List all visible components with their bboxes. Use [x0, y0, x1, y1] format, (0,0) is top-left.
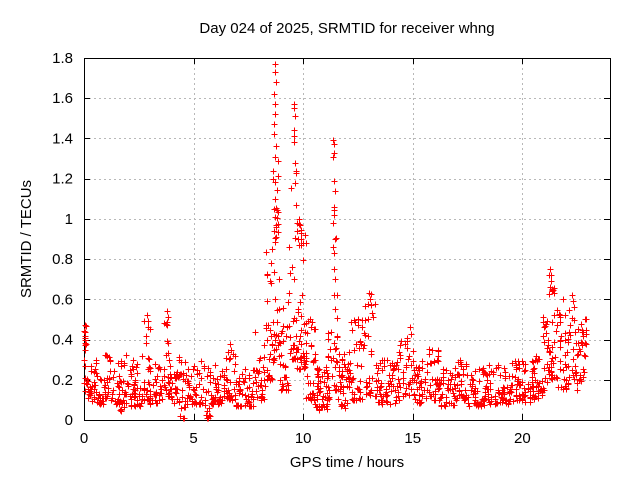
x-tick-label: 10 [295, 430, 312, 447]
tick-labels: 0 5 10 15 20 0 0.2 0.4 0.6 0.8 1 1.2 1.4 1.6 1.8 [52, 50, 531, 447]
y-tick-label: 1.4 [52, 130, 73, 147]
y-tick-label: 0.4 [52, 332, 73, 349]
x-axis-label: GPS time / hours [290, 454, 404, 471]
y-tick-label: 0.2 [52, 372, 73, 389]
y-tick-label: 1.6 [52, 90, 73, 107]
grid-lines [84, 58, 610, 421]
x-tick-label: 5 [189, 430, 197, 447]
chart-title: Day 024 of 2025, SRMTID for receiver whn… [199, 20, 494, 37]
y-tick-label: 1.8 [52, 50, 73, 67]
x-tick-label: 0 [80, 430, 88, 447]
x-tick-label: 20 [514, 430, 531, 447]
plot-border [83, 57, 612, 422]
y-tick-label: 1.2 [52, 171, 73, 188]
scatter-points [81, 61, 590, 422]
y-tick-label: 0.8 [52, 251, 73, 268]
x-tick-label: 15 [404, 430, 421, 447]
y-tick-label: 0 [65, 412, 73, 429]
axis-ticks [84, 58, 610, 421]
y-tick-label: 0.6 [52, 291, 73, 308]
y-axis-label: SRMTID / TECUs [18, 180, 35, 298]
y-tick-label: 1 [65, 211, 73, 228]
